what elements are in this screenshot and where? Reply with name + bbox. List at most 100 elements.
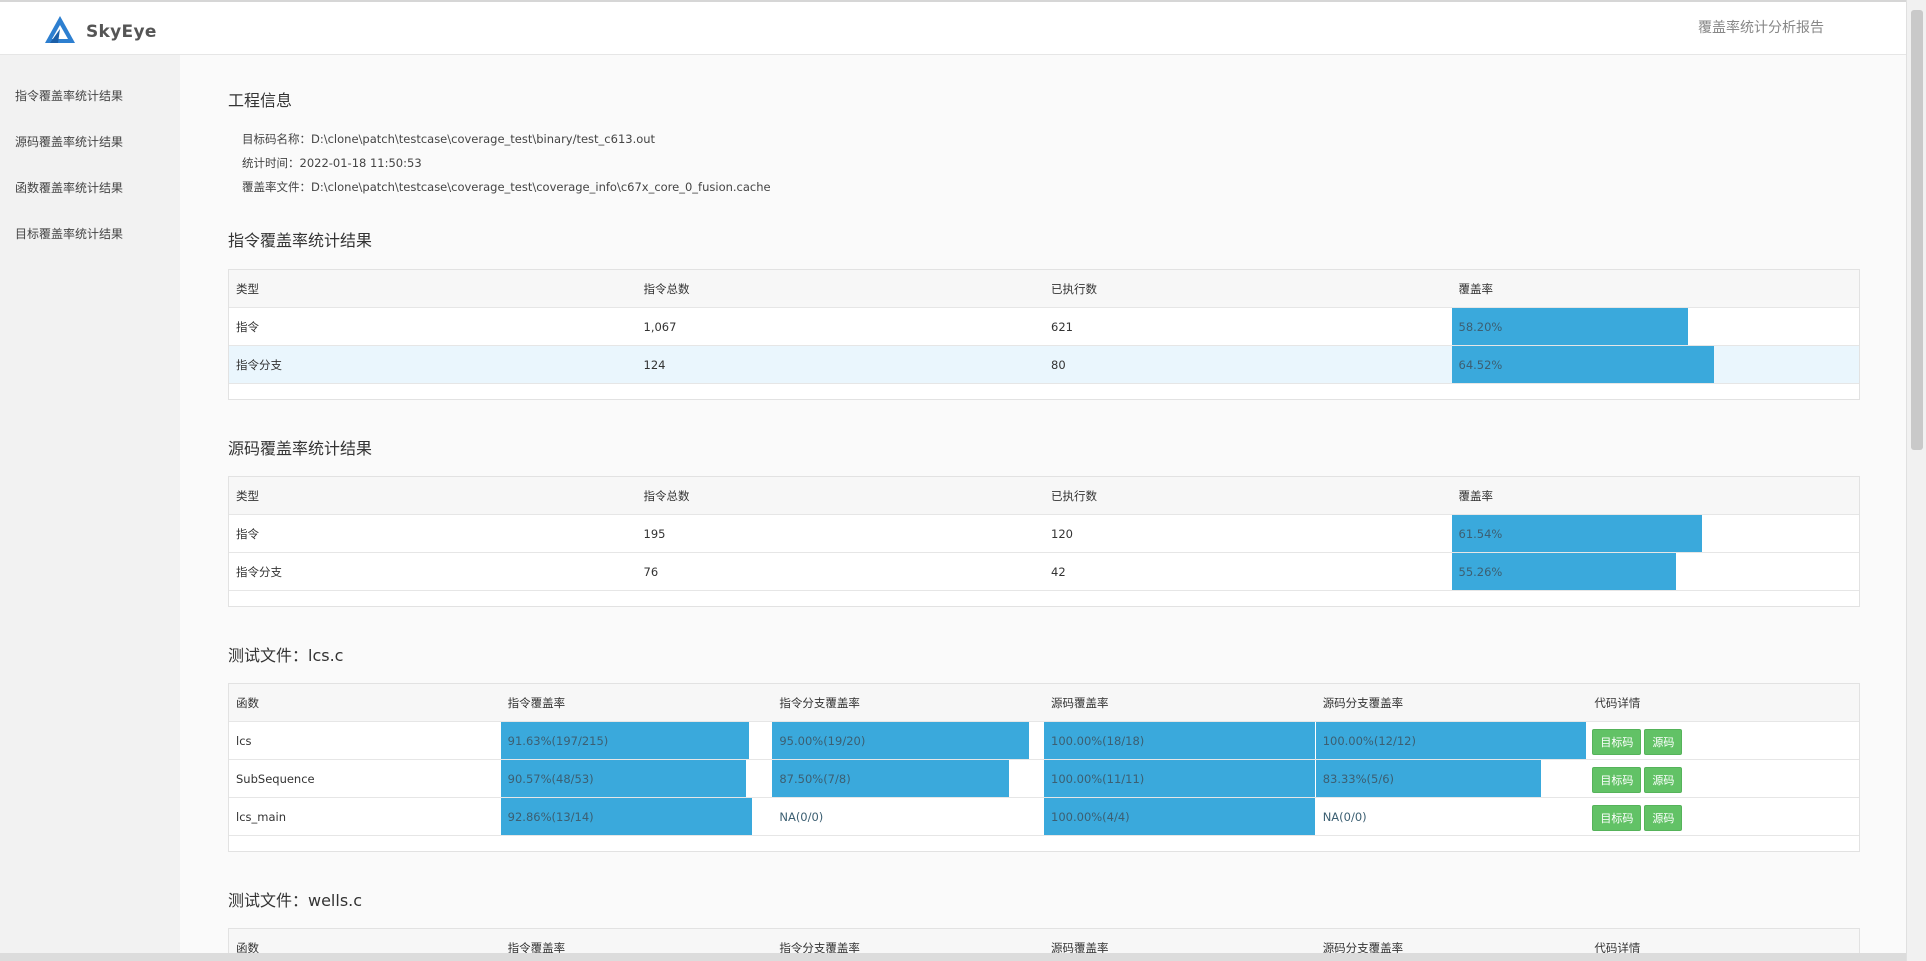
coverage-file: 覆盖率文件：D:\clone\patch\testcase\coverage_t… — [242, 180, 771, 194]
report-title: 覆盖率统计分析报告 — [1698, 20, 1824, 36]
column-header: 源码分支覆盖率 — [1322, 941, 1404, 955]
coverage-cell: 61.54% — [1451, 515, 1860, 553]
coverage-bar — [1451, 308, 1689, 345]
table-row: 指令 1,067 621 58.20% — [229, 308, 1859, 346]
target-code-button[interactable]: 目标码 — [1592, 728, 1642, 755]
type-cell: 指令分支 — [236, 358, 282, 372]
type-cell: 指令 — [236, 320, 259, 334]
instruction-branch-coverage-cell: 95.00%(19/20) — [772, 722, 1044, 760]
coverage-rate: NA(0/0) — [1322, 810, 1367, 824]
coverage-bar — [1451, 346, 1714, 383]
table-header-row: 类型 指令总数 已执行数 覆盖率 — [229, 270, 1859, 308]
total-cell: 195 — [643, 527, 666, 541]
coverage-bar — [1451, 515, 1702, 552]
table-row: lcs 91.63%(197/215) 95.00%(19/20) 100.00… — [229, 722, 1859, 760]
source-coverage-cell: 100.00%(4/4) — [1044, 798, 1316, 836]
table-row: 指令分支 124 80 64.52% — [229, 346, 1859, 384]
skyeye-logo-icon — [44, 15, 76, 49]
coverage-rate: 55.26% — [1458, 565, 1503, 579]
sidebar-item-instruction-coverage[interactable]: 指令覆盖率统计结果 — [15, 89, 124, 103]
type-cell: 指令分支 — [236, 565, 282, 579]
top-header: SkyEye 覆盖率统计分析报告 — [0, 0, 1906, 55]
column-header: 已执行数 — [1051, 282, 1097, 296]
coverage-rate: 100.00%(12/12) — [1322, 734, 1416, 748]
coverage-bar — [1315, 722, 1587, 759]
function-name: lcs_main — [236, 810, 286, 824]
source-code-button[interactable]: 源码 — [1644, 728, 1683, 755]
total-cell: 124 — [643, 358, 666, 372]
coverage-cell: 55.26% — [1451, 553, 1860, 591]
code-detail-cell: 目标码 源码 — [1587, 722, 1859, 760]
coverage-bar — [772, 722, 1030, 759]
instruction-branch-coverage-cell: 87.50%(7/8) — [772, 760, 1044, 798]
column-header: 覆盖率 — [1458, 489, 1494, 503]
coverage-rate: 91.63%(197/215) — [507, 734, 609, 748]
column-header: 源码覆盖率 — [1051, 696, 1109, 710]
executed-cell: 120 — [1051, 527, 1073, 541]
type-cell: 指令 — [236, 527, 259, 541]
sidebar-item-source-coverage[interactable]: 源码覆盖率统计结果 — [15, 135, 124, 149]
total-cell: 76 — [643, 565, 659, 579]
function-name: lcs — [236, 734, 252, 748]
instruction-coverage-cell: 91.63%(197/215) — [500, 722, 773, 760]
table-footer — [229, 384, 1859, 399]
instruction-coverage-table: 类型 指令总数 已执行数 覆盖率 指令 1,067 621 58.20% 指令分… — [228, 269, 1860, 400]
source-branch-coverage-cell: 100.00%(12/12) — [1315, 722, 1588, 760]
column-header: 指令覆盖率 — [507, 696, 566, 710]
sidebar-item-function-coverage[interactable]: 函数覆盖率统计结果 — [15, 181, 124, 195]
table-row: SubSequence 90.57%(48/53) 87.50%(7/8) 10… — [229, 760, 1859, 798]
column-header: 指令分支覆盖率 — [779, 696, 860, 710]
statistics-time: 统计时间：2022-01-18 11:50:53 — [242, 156, 422, 170]
coverage-bar — [772, 760, 1010, 797]
executed-cell: 42 — [1051, 565, 1066, 579]
executed-cell: 621 — [1051, 320, 1073, 334]
function-name: SubSequence — [236, 772, 315, 786]
coverage-bar — [500, 760, 746, 797]
table-row: lcs_main 92.86%(13/14) NA(0/0) 100.00%(4… — [229, 798, 1859, 836]
coverage-cell: 58.20% — [1451, 308, 1860, 346]
column-header: 类型 — [236, 489, 259, 503]
column-header: 指令分支覆盖率 — [779, 941, 860, 955]
instruction-coverage-cell: 90.57%(48/53) — [500, 760, 773, 798]
column-header: 源码覆盖率 — [1051, 941, 1109, 955]
instruction-coverage-cell: 92.86%(13/14) — [500, 798, 773, 836]
coverage-cell: 64.52% — [1451, 346, 1860, 384]
coverage-bar — [1451, 553, 1677, 590]
coverage-rate: 90.57%(48/53) — [507, 772, 594, 786]
scrollbar-thumb[interactable] — [1911, 10, 1923, 450]
column-header: 已执行数 — [1051, 489, 1097, 503]
column-header: 指令总数 — [643, 489, 690, 503]
column-header: 函数 — [236, 941, 259, 955]
source-coverage-cell: 100.00%(11/11) — [1044, 760, 1316, 798]
target-binary-name: 目标码名称：D:\clone\patch\testcase\coverage_t… — [242, 132, 656, 146]
coverage-rate: 61.54% — [1458, 527, 1503, 541]
total-cell: 1,067 — [643, 320, 677, 334]
source-coverage-table: 类型 指令总数 已执行数 覆盖率 指令 195 120 61.54% 指令分支 … — [228, 476, 1860, 607]
code-detail-cell: 目标码 源码 — [1587, 798, 1859, 836]
source-coverage-cell: 100.00%(18/18) — [1044, 722, 1316, 760]
file-wells-title: 测试文件：wells.c — [228, 891, 363, 910]
table-header-row: 类型 指令总数 已执行数 覆盖率 — [229, 477, 1859, 515]
coverage-bar — [1044, 722, 1315, 759]
coverage-rate: NA(0/0) — [779, 810, 824, 824]
column-header: 源码分支覆盖率 — [1322, 696, 1404, 710]
column-header: 指令覆盖率 — [507, 941, 566, 955]
logo[interactable]: SkyEye — [44, 15, 157, 49]
coverage-bar — [1044, 760, 1315, 797]
code-detail-cell: 目标码 源码 — [1587, 760, 1859, 798]
source-code-button[interactable]: 源码 — [1644, 766, 1683, 793]
sidebar-item-target-coverage[interactable]: 目标覆盖率统计结果 — [15, 227, 124, 241]
coverage-rate: 92.86%(13/14) — [507, 810, 594, 824]
source-coverage-title: 源码覆盖率统计结果 — [228, 439, 373, 458]
horizontal-scrollbar[interactable] — [0, 953, 1906, 961]
coverage-rate: 95.00%(19/20) — [779, 734, 866, 748]
source-code-button[interactable]: 源码 — [1644, 804, 1683, 831]
project-info-title: 工程信息 — [228, 91, 293, 110]
target-code-button[interactable]: 目标码 — [1592, 804, 1642, 831]
coverage-rate: 100.00%(11/11) — [1051, 772, 1145, 786]
coverage-rate: 64.52% — [1458, 358, 1503, 372]
coverage-bar — [500, 798, 753, 835]
target-code-button[interactable]: 目标码 — [1592, 766, 1642, 793]
table-footer — [229, 836, 1859, 851]
vertical-scrollbar[interactable] — [1906, 0, 1926, 961]
